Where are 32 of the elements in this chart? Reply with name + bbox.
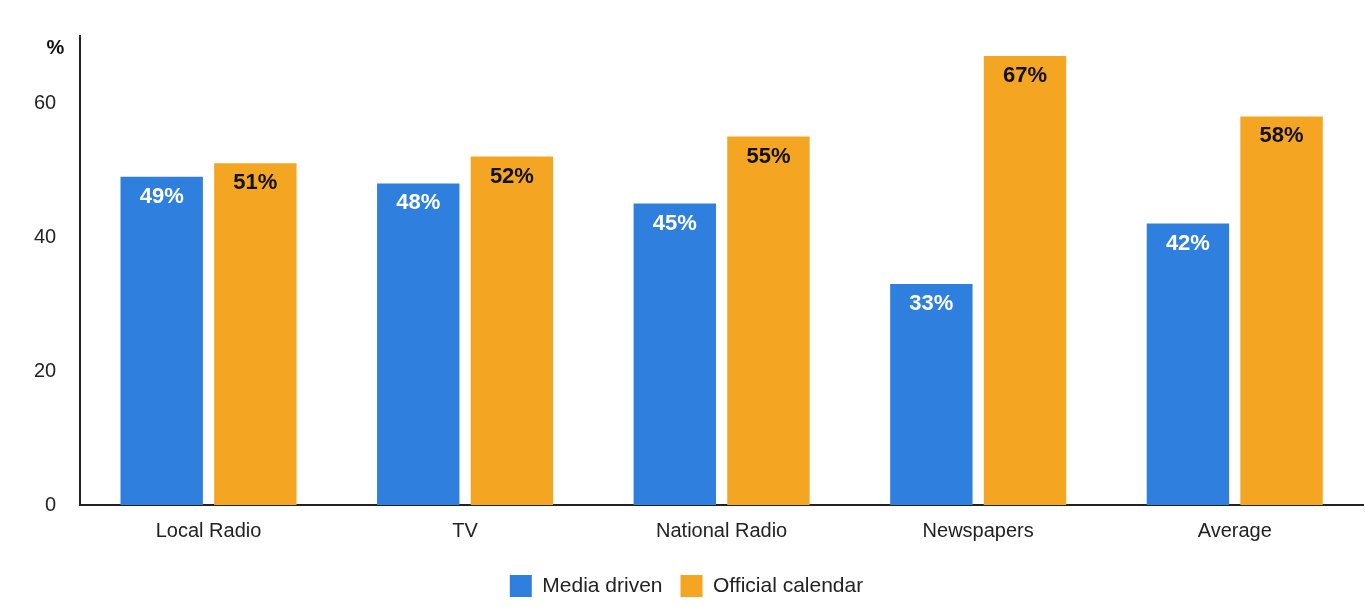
data-label: 48% — [396, 189, 441, 215]
legend-label: Media driven — [542, 572, 663, 596]
data-label: 45% — [652, 209, 697, 235]
x-tick-label: Average — [1197, 518, 1272, 541]
legend-label: Official calendar — [713, 572, 864, 596]
bar — [1146, 223, 1230, 505]
data-label: 33% — [909, 289, 954, 315]
x-tick-label: National Radio — [656, 518, 788, 541]
data-label: 67% — [1002, 62, 1048, 88]
data-label: 51% — [233, 169, 278, 195]
bar — [470, 156, 554, 505]
bar — [120, 176, 203, 505]
x-tick-label: Local Radio — [155, 518, 262, 541]
bar — [1240, 116, 1323, 505]
data-label: 42% — [1165, 229, 1210, 255]
y-tick-label: 20 — [34, 358, 57, 381]
data-label: 52% — [489, 162, 534, 188]
bar — [727, 136, 810, 505]
bar — [377, 183, 460, 505]
bar — [983, 56, 1067, 505]
y-tick-label: 0 — [45, 492, 57, 515]
data-label: 55% — [746, 142, 791, 168]
y-axis-title: % — [46, 35, 65, 58]
y-tick-label: 40 — [34, 224, 57, 247]
y-tick-label: 60 — [34, 90, 57, 113]
x-tick-label: TV — [452, 518, 479, 541]
bar — [633, 203, 717, 505]
bar — [214, 163, 297, 505]
x-tick-label: Newspapers — [922, 518, 1034, 541]
data-label: 58% — [1259, 122, 1304, 148]
data-label: 49% — [139, 182, 184, 208]
bar — [890, 283, 973, 505]
